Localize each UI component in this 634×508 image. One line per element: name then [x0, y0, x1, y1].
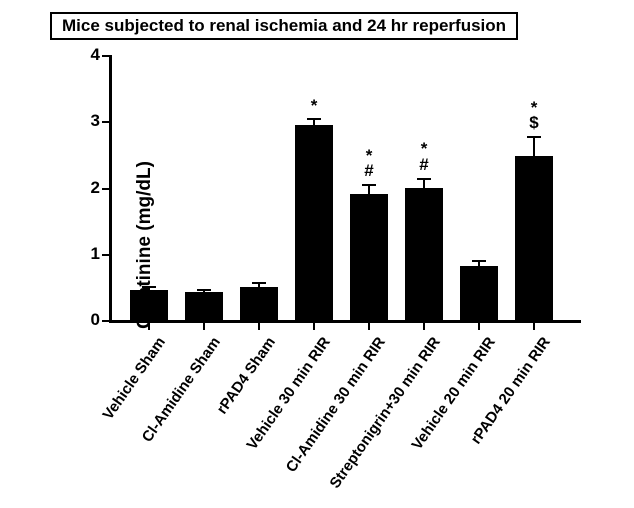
x-tick [533, 323, 535, 330]
y-axis [109, 55, 112, 323]
y-tick [102, 254, 109, 256]
significance-marker: *# [364, 148, 373, 179]
error-cap [417, 178, 431, 180]
x-axis [109, 320, 581, 323]
y-tick-label: 4 [80, 45, 100, 65]
x-tick [258, 323, 260, 330]
y-tick-label: 0 [80, 310, 100, 330]
chart-title: Mice subjected to renal ischemia and 24 … [62, 16, 506, 35]
chart-plot-area: Creatinine (mg/dL) 01234Vehicle ShamCl-A… [110, 55, 580, 320]
error-cap [197, 289, 211, 291]
error-cap [527, 136, 541, 138]
significance-marker: * [311, 98, 318, 113]
error-cap [472, 260, 486, 262]
significance-marker: *# [419, 141, 428, 172]
bar [240, 287, 278, 320]
bar [405, 188, 443, 321]
x-tick [203, 323, 205, 330]
y-tick-label: 2 [80, 178, 100, 198]
significance-marker: *$ [529, 100, 538, 131]
x-tick [148, 323, 150, 330]
x-tick [368, 323, 370, 330]
bar [515, 156, 553, 320]
x-tick [478, 323, 480, 330]
error-cap [142, 286, 156, 288]
bar [460, 266, 498, 320]
chart-title-box: Mice subjected to renal ischemia and 24 … [50, 12, 518, 40]
error-cap [307, 118, 321, 120]
y-tick [102, 55, 109, 57]
y-tick [102, 121, 109, 123]
error-bar [533, 136, 535, 156]
error-cap [252, 282, 266, 284]
y-tick-label: 3 [80, 111, 100, 131]
x-tick [313, 323, 315, 330]
y-tick [102, 188, 109, 190]
bar [130, 290, 168, 320]
x-tick [423, 323, 425, 330]
bar [295, 125, 333, 320]
y-tick-label: 1 [80, 244, 100, 264]
bar [350, 194, 388, 320]
error-cap [362, 184, 376, 186]
y-tick [102, 320, 109, 322]
bar [185, 292, 223, 320]
